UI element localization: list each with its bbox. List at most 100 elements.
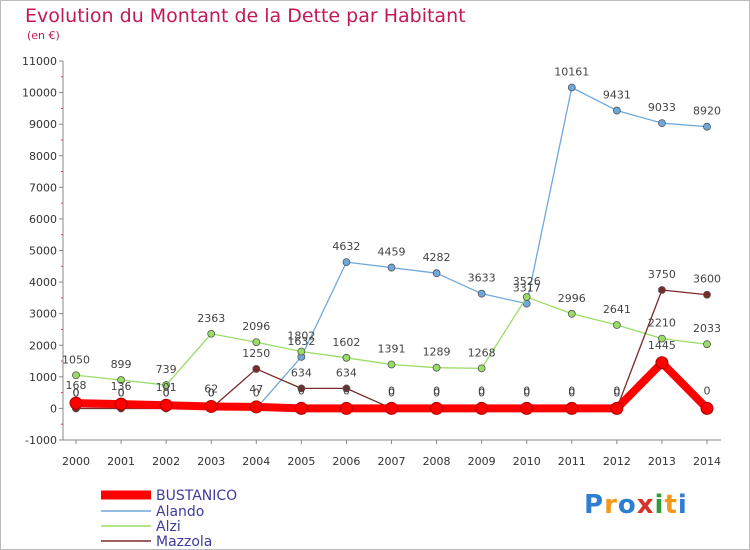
data-point — [249, 400, 263, 414]
data-label: 2641 — [603, 303, 631, 316]
data-label: 0 — [433, 384, 440, 397]
data-label: 0 — [343, 384, 350, 397]
data-point — [162, 381, 171, 389]
data-point — [430, 401, 444, 415]
data-label: 8920 — [693, 105, 721, 118]
x-tick-label: 2009 — [468, 455, 496, 468]
data-label: 0 — [478, 386, 485, 399]
data-label: 9033 — [648, 101, 676, 114]
data-label: 0 — [613, 384, 620, 397]
y-tick-label: 4000 — [29, 276, 57, 289]
data-point — [658, 286, 666, 294]
data-point — [204, 399, 218, 413]
data-point — [432, 269, 441, 278]
axes: -1000 0 1000 2000 3000 4000 5000 6000 7000 8000 90… — [22, 55, 721, 468]
y-tick-label: 0 — [50, 402, 57, 415]
data-point — [252, 365, 261, 373]
data-label: 0 — [73, 386, 80, 399]
data-point — [567, 83, 576, 92]
data-point — [658, 334, 666, 343]
data-label: 634 — [291, 366, 312, 379]
proxiti-logo: Proxiti — [584, 490, 688, 520]
data-label: 1050 — [62, 353, 90, 366]
data-label: 101 — [156, 381, 177, 394]
data-label: 0 — [208, 386, 215, 399]
data-point — [477, 364, 486, 373]
data-label: 0 — [704, 384, 711, 397]
y-tick-label: 10000 — [22, 87, 57, 100]
data-label: 0 — [118, 386, 125, 399]
data-point — [610, 401, 624, 415]
x-tick-label: 2006 — [332, 455, 360, 468]
data-label: 0 — [388, 386, 395, 399]
data-label: 899 — [111, 358, 132, 371]
y-tick-label: 3000 — [29, 308, 57, 321]
y-tick-label: 9000 — [29, 118, 57, 131]
data-label: 2996 — [558, 292, 586, 305]
logo-letter: i — [654, 490, 665, 520]
data-point — [72, 371, 80, 380]
series-alzi — [72, 293, 711, 389]
data-point — [117, 376, 125, 384]
data-label: 0 — [73, 386, 80, 399]
y-tick-label: 6000 — [29, 213, 57, 226]
y-tick-label: 7000 — [29, 181, 57, 194]
data-label: 0 — [253, 386, 260, 399]
x-tick-label: 2002 — [152, 455, 180, 468]
data-point — [207, 329, 216, 338]
logo-letter: P — [584, 490, 605, 520]
data-point — [387, 360, 396, 369]
data-label: 2033 — [693, 322, 721, 335]
data-label: 47 — [249, 383, 263, 396]
data-label: 4282 — [423, 251, 451, 264]
chart-title: Evolution du Montant de la Dette par Hab… — [25, 5, 466, 27]
data-label: 3750 — [648, 268, 676, 281]
data-label: 0 — [163, 386, 170, 399]
data-point — [342, 384, 351, 393]
data-label: 1250 — [242, 347, 270, 360]
chart-unit: (en €) — [27, 29, 60, 42]
data-label: 0 — [163, 386, 170, 399]
data-label: 4459 — [378, 246, 406, 259]
x-tick-label: 2010 — [513, 455, 541, 468]
data-point — [69, 396, 83, 410]
data-label: 3633 — [468, 272, 496, 285]
data-label: 1445 — [648, 339, 676, 352]
x-tick-label: 2001 — [107, 455, 135, 468]
data-point — [387, 263, 396, 272]
data-label: 136 — [111, 380, 132, 393]
data-point — [522, 293, 531, 301]
y-tick-label: 5000 — [29, 245, 57, 258]
data-label: 3526 — [513, 275, 541, 288]
data-point — [612, 106, 621, 115]
data-label: 0 — [433, 386, 440, 399]
data-label: 2363 — [197, 312, 225, 325]
data-point — [342, 353, 351, 362]
data-label: 0 — [208, 386, 215, 399]
data-label: 3317 — [513, 282, 541, 295]
x-tick-label: 2004 — [242, 455, 270, 468]
data-label: 739 — [156, 363, 177, 376]
data-label: 2096 — [242, 320, 270, 333]
x-tick-label: 2000 — [62, 455, 90, 468]
x-tick-label: 2007 — [378, 455, 406, 468]
data-label: 0 — [523, 386, 530, 399]
y-tick-label: 8000 — [29, 150, 57, 163]
legend-label: Alando — [156, 504, 204, 520]
data-label: 0 — [478, 384, 485, 397]
data-point — [294, 401, 308, 415]
data-point — [342, 258, 351, 267]
data-label: 168 — [66, 379, 87, 392]
data-point — [612, 321, 621, 329]
data-label: 62 — [204, 382, 218, 395]
data-label: 634 — [336, 366, 357, 379]
data-label: 1802 — [287, 330, 315, 343]
logo-letter: x — [636, 490, 655, 520]
data-point — [658, 119, 666, 128]
y-tick-label: 11000 — [22, 55, 57, 68]
data-label: 0 — [388, 384, 395, 397]
data-point — [477, 289, 486, 298]
data-point — [565, 401, 579, 415]
